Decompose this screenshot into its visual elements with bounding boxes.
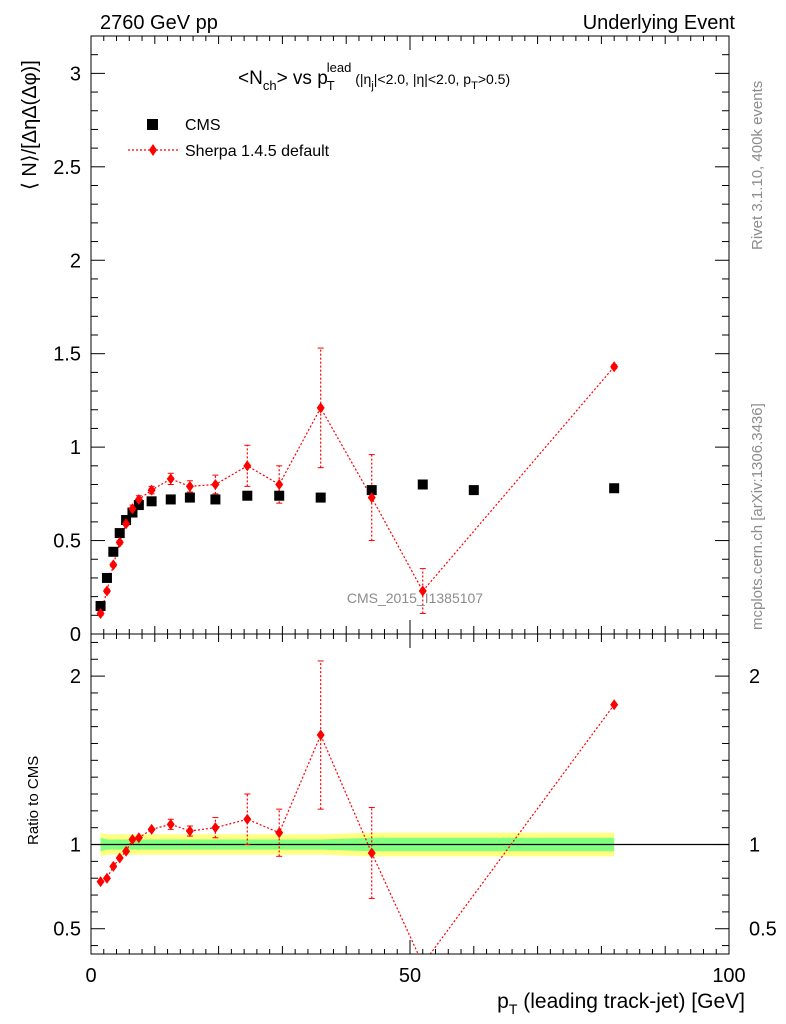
sherpa-point bbox=[102, 585, 111, 597]
ratio-sherpa-point bbox=[147, 823, 156, 835]
y-tick-label: 2.5 bbox=[53, 157, 81, 179]
cms-point bbox=[133, 500, 144, 511]
sherpa-point bbox=[185, 480, 194, 492]
y-tick-label: 3 bbox=[70, 63, 81, 85]
legend-sherpa-label: Sherpa 1.4.5 default bbox=[185, 143, 330, 160]
legend-cms-marker bbox=[147, 119, 158, 130]
cms-point bbox=[101, 572, 112, 583]
cms-point bbox=[108, 546, 119, 557]
sherpa-point bbox=[115, 536, 124, 548]
ratio-y-tick-label: 1 bbox=[70, 835, 81, 857]
sherpa-point bbox=[109, 559, 118, 571]
y-tick-label: 1 bbox=[70, 437, 81, 459]
y-tick-label: 2 bbox=[70, 250, 81, 272]
sherpa-point bbox=[418, 585, 427, 597]
ratio-y-tick-label: 2 bbox=[70, 666, 81, 688]
y-tick-label: 0.5 bbox=[53, 531, 81, 553]
sherpa-point bbox=[211, 479, 220, 490]
x-axis-label: pT (leading track-jet) [GeV] bbox=[497, 990, 745, 1017]
cms-point bbox=[417, 479, 428, 490]
legend-cms-label: CMS bbox=[185, 117, 221, 134]
ratio-sherpa-point bbox=[102, 872, 111, 884]
cms-point bbox=[315, 492, 326, 503]
sherpa-point bbox=[243, 460, 252, 472]
cms-point bbox=[366, 485, 377, 496]
cms-point bbox=[146, 496, 157, 507]
cms-point bbox=[114, 528, 125, 539]
sherpa-point bbox=[122, 518, 131, 530]
ratio-sherpa-line bbox=[429, 704, 615, 955]
ratio-sherpa-line bbox=[371, 852, 419, 955]
ratio-sherpa-point bbox=[610, 699, 619, 711]
x-tick-label: 100 bbox=[712, 965, 745, 987]
x-tick-label: 0 bbox=[85, 965, 96, 987]
energy-label: 2760 GeV pp bbox=[100, 12, 218, 34]
ratio-plot-frame bbox=[90, 633, 730, 955]
ratio-sherpa-point bbox=[128, 833, 137, 845]
cms-point bbox=[184, 492, 195, 503]
ratio-sherpa-point bbox=[185, 825, 194, 837]
ratio-sherpa-point bbox=[275, 827, 284, 839]
sherpa-point bbox=[316, 402, 325, 414]
sherpa-point bbox=[128, 503, 137, 515]
ratio-sherpa-point bbox=[316, 729, 325, 741]
analysis-watermark: CMS_2015_I1385107 bbox=[347, 590, 483, 606]
ratio-sherpa-point bbox=[134, 832, 143, 844]
ratio-sherpa-point bbox=[96, 876, 105, 888]
y-tick-label: 0 bbox=[70, 624, 81, 646]
ratio-sherpa-point bbox=[211, 822, 220, 834]
cms-point bbox=[609, 483, 620, 494]
sherpa-point bbox=[134, 493, 143, 505]
process-label: Underlying Event bbox=[583, 12, 736, 34]
y-tick-label: 1.5 bbox=[53, 344, 81, 366]
ratio-sherpa-point bbox=[166, 818, 175, 830]
cms-point bbox=[468, 485, 479, 496]
cms-point bbox=[165, 494, 176, 505]
cms-point bbox=[95, 600, 106, 611]
ratio-y-axis-label: Ratio to CMS bbox=[25, 756, 42, 845]
ratio-y-tick-label-right: 2 bbox=[749, 666, 760, 688]
cms-point bbox=[242, 490, 253, 501]
ratio-sherpa-point bbox=[243, 813, 252, 825]
legend: CMS Sherpa 1.4.5 default bbox=[128, 117, 330, 160]
ratio-sherpa-point bbox=[109, 860, 118, 872]
sherpa-point bbox=[367, 492, 376, 504]
sherpa-point bbox=[275, 479, 284, 490]
ratio-sherpa-point bbox=[115, 852, 124, 864]
sherpa-line bbox=[99, 366, 615, 614]
sherpa-point bbox=[96, 607, 105, 619]
sherpa-point bbox=[166, 473, 175, 485]
legend-sherpa-marker bbox=[149, 144, 157, 156]
ratio-sherpa-point bbox=[122, 845, 131, 857]
x-tick-label: 50 bbox=[399, 965, 421, 987]
cms-point bbox=[274, 490, 285, 501]
ratio-y-tick-label: 0.5 bbox=[53, 919, 81, 941]
mcplots-label: mcplots.cern.ch [arXiv:1306.3436] bbox=[749, 403, 766, 630]
ratio-sherpa-line bbox=[100, 733, 373, 883]
main-y-axis-label: ⟨ N⟩/[ΔηΔ(Δφ)] bbox=[19, 60, 41, 190]
sherpa-point bbox=[610, 361, 619, 373]
sherpa-point bbox=[147, 484, 156, 496]
main-title: <Nch> vs pTlead (|ηj|<2.0, |η|<2.0, pT>0… bbox=[238, 60, 510, 93]
cms-point bbox=[210, 494, 221, 505]
ratio-y-tick-label-right: 0.5 bbox=[749, 919, 777, 941]
rivet-label: Rivet 3.1.10, 400k events bbox=[749, 81, 766, 250]
ratio-sherpa-point bbox=[367, 847, 376, 859]
ratio-y-tick-label-right: 1 bbox=[749, 835, 760, 857]
